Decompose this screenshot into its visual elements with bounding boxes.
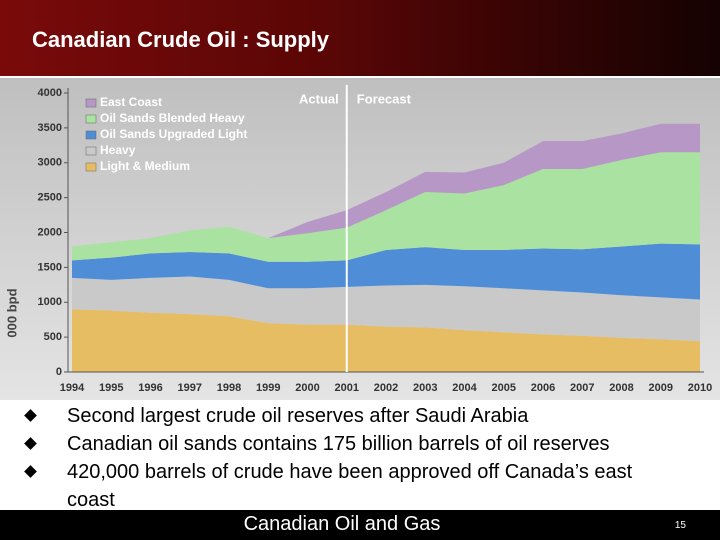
x-tick-label: 2003: [413, 382, 437, 394]
area: [72, 152, 700, 262]
footer: Canadian Oil and Gas 15: [0, 510, 720, 540]
x-tick-label: 2001: [335, 382, 359, 394]
bullet-list: Second largest crude oil reserves after …: [0, 402, 720, 514]
x-tick-label: 2008: [609, 382, 633, 394]
y-tick-label: 4000: [38, 87, 62, 99]
legend-swatch: [85, 162, 97, 172]
annotation: Actual: [299, 91, 339, 106]
x-tick-label: 1994: [60, 382, 85, 394]
legend-label: Oil Sands Upgraded Light: [100, 127, 247, 141]
annotation: Forecast: [357, 91, 412, 106]
area: [72, 276, 700, 342]
x-tick-label: 2002: [374, 382, 398, 394]
area: [72, 123, 700, 247]
legend-swatch: [85, 146, 97, 156]
bullet: Second largest crude oil reserves after …: [0, 402, 667, 430]
title-bar: Canadian Crude Oil : Supply: [0, 0, 720, 76]
x-tick-label: 1997: [178, 382, 202, 394]
x-tick-label: 1999: [256, 382, 280, 394]
y-tick-label: 2500: [38, 192, 62, 204]
legend-swatch: [85, 114, 97, 124]
bullet: 420,000 barrels of crude have been appro…: [0, 458, 667, 514]
chart: 000 bpd 0 500 1000 1500 2000 2500 3000 3500 4000…: [0, 78, 720, 400]
x-tick-label: 1996: [138, 382, 162, 394]
x-tick-label: 1998: [217, 382, 241, 394]
bullet-text: Second largest crude oil reserves after …: [67, 405, 529, 427]
area: [72, 309, 700, 372]
bullet-text: 420,000 barrels of crude have been appro…: [67, 461, 633, 511]
footer-text: Canadian Oil and Gas: [243, 513, 441, 535]
y-tick-label: 500: [44, 331, 62, 343]
y-tick-label: 3000: [38, 157, 62, 169]
x-tick-label: 1995: [99, 382, 123, 394]
bullet-text: Canadian oil sands contains 175 billion …: [67, 433, 610, 455]
x-tick-label: 2006: [531, 382, 555, 394]
legend-swatch: [85, 130, 97, 140]
y-tick-label: 1000: [38, 296, 62, 308]
legend-label: East Coast: [100, 95, 162, 109]
x-tick-label: 2010: [688, 382, 712, 394]
page-number: 15: [674, 520, 686, 531]
legend-label: Oil Sands Blended Heavy: [100, 111, 245, 125]
y-tick-label: 3500: [38, 122, 62, 134]
bullet: Canadian oil sands contains 175 billion …: [0, 430, 667, 458]
y-tick-label: 2000: [38, 226, 62, 238]
x-tick-label: 2007: [570, 382, 594, 394]
y-tick-label: 0: [56, 366, 62, 378]
area: [72, 243, 700, 300]
x-tick-label: 2005: [492, 382, 516, 394]
legend-swatch: [85, 98, 97, 108]
y-tick-label: 1500: [38, 261, 62, 273]
bullet-marker: [24, 437, 37, 450]
x-tick-label: 2009: [649, 382, 673, 394]
bullet-marker: [24, 409, 37, 422]
x-tick-label: 2000: [295, 382, 319, 394]
y-axis-label: 000 bpd: [4, 288, 19, 337]
bullet-marker: [24, 465, 37, 478]
slide-title: Canadian Crude Oil : Supply: [32, 27, 330, 52]
legend-label: Light & Medium: [100, 159, 190, 173]
legend-label: Heavy: [100, 143, 136, 157]
x-tick-label: 2004: [452, 382, 477, 394]
